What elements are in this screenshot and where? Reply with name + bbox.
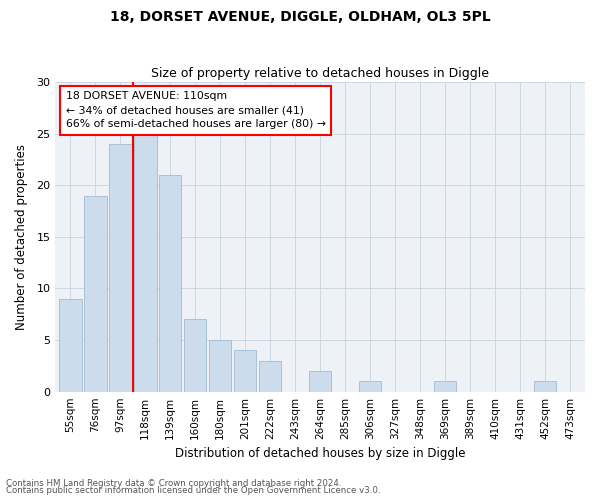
Text: 18 DORSET AVENUE: 110sqm
← 34% of detached houses are smaller (41)
66% of semi-d: 18 DORSET AVENUE: 110sqm ← 34% of detach… <box>66 92 326 130</box>
Bar <box>309 371 331 392</box>
Bar <box>109 144 131 392</box>
Text: Contains public sector information licensed under the Open Government Licence v3: Contains public sector information licen… <box>6 486 380 495</box>
Text: 18, DORSET AVENUE, DIGGLE, OLDHAM, OL3 5PL: 18, DORSET AVENUE, DIGGLE, OLDHAM, OL3 5… <box>110 10 490 24</box>
Bar <box>134 134 157 392</box>
Text: Contains HM Land Registry data © Crown copyright and database right 2024.: Contains HM Land Registry data © Crown c… <box>6 478 341 488</box>
Bar <box>359 382 382 392</box>
Bar <box>234 350 256 392</box>
Bar <box>209 340 232 392</box>
Y-axis label: Number of detached properties: Number of detached properties <box>15 144 28 330</box>
Bar <box>259 360 281 392</box>
Bar <box>184 320 206 392</box>
X-axis label: Distribution of detached houses by size in Diggle: Distribution of detached houses by size … <box>175 447 466 460</box>
Bar <box>534 382 556 392</box>
Bar <box>434 382 457 392</box>
Bar <box>84 196 107 392</box>
Bar <box>59 299 82 392</box>
Title: Size of property relative to detached houses in Diggle: Size of property relative to detached ho… <box>151 66 489 80</box>
Bar <box>159 175 181 392</box>
